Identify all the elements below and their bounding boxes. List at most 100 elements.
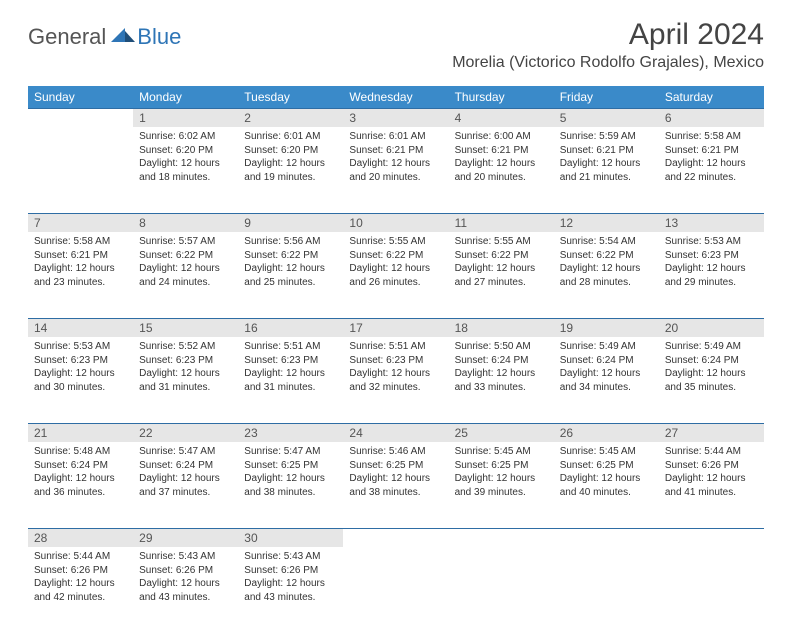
daylight-text: and 35 minutes. xyxy=(665,381,758,395)
sunrise-text: Sunrise: 5:59 AM xyxy=(560,130,653,144)
daylight-text: Daylight: 12 hours xyxy=(34,262,127,276)
daylight-text: Daylight: 12 hours xyxy=(560,472,653,486)
day-cell: Sunrise: 5:55 AMSunset: 6:22 PMDaylight:… xyxy=(343,232,448,318)
day-content: Sunrise: 5:53 AMSunset: 6:23 PMDaylight:… xyxy=(659,232,764,295)
day-number-cell: 26 xyxy=(554,423,659,442)
daylight-text: Daylight: 12 hours xyxy=(34,577,127,591)
day-content: Sunrise: 5:53 AMSunset: 6:23 PMDaylight:… xyxy=(28,337,133,400)
day-number: 15 xyxy=(133,318,238,337)
day-number-cell: 27 xyxy=(659,423,764,442)
sunrise-text: Sunrise: 5:55 AM xyxy=(349,235,442,249)
day-number-cell: 28 xyxy=(28,528,133,547)
day-number: 18 xyxy=(449,318,554,337)
day-number: 8 xyxy=(133,213,238,232)
day-number-empty xyxy=(554,528,659,547)
day-number: 27 xyxy=(659,423,764,442)
sunrise-text: Sunrise: 5:49 AM xyxy=(560,340,653,354)
sunset-text: Sunset: 6:21 PM xyxy=(349,144,442,158)
day-number-empty xyxy=(449,528,554,547)
weekday-header-row: Sunday Monday Tuesday Wednesday Thursday… xyxy=(28,86,764,108)
daylight-text: and 38 minutes. xyxy=(349,486,442,500)
day-cell: Sunrise: 6:01 AMSunset: 6:20 PMDaylight:… xyxy=(238,127,343,213)
sunset-text: Sunset: 6:26 PM xyxy=(244,564,337,578)
day-number: 21 xyxy=(28,423,133,442)
sunrise-text: Sunrise: 5:53 AM xyxy=(665,235,758,249)
daylight-text: and 29 minutes. xyxy=(665,276,758,290)
day-number: 10 xyxy=(343,213,448,232)
day-number: 24 xyxy=(343,423,448,442)
daylight-text: Daylight: 12 hours xyxy=(34,367,127,381)
day-cell xyxy=(554,547,659,633)
day-number-cell: 20 xyxy=(659,318,764,337)
daylight-text: Daylight: 12 hours xyxy=(349,262,442,276)
day-content: Sunrise: 6:01 AMSunset: 6:21 PMDaylight:… xyxy=(343,127,448,190)
day-content: Sunrise: 6:02 AMSunset: 6:20 PMDaylight:… xyxy=(133,127,238,190)
sunrise-text: Sunrise: 5:51 AM xyxy=(349,340,442,354)
daylight-text: Daylight: 12 hours xyxy=(139,262,232,276)
sunset-text: Sunset: 6:21 PM xyxy=(665,144,758,158)
sunset-text: Sunset: 6:20 PM xyxy=(139,144,232,158)
daylight-text: and 21 minutes. xyxy=(560,171,653,185)
sunrise-text: Sunrise: 5:43 AM xyxy=(244,550,337,564)
sunset-text: Sunset: 6:22 PM xyxy=(139,249,232,263)
day-number: 28 xyxy=(28,528,133,547)
weekday-header: Monday xyxy=(133,86,238,108)
day-cell: Sunrise: 5:52 AMSunset: 6:23 PMDaylight:… xyxy=(133,337,238,423)
sunset-text: Sunset: 6:25 PM xyxy=(455,459,548,473)
title-block: April 2024 Morelia (Victorico Rodolfo Gr… xyxy=(452,18,764,72)
daylight-text: Daylight: 12 hours xyxy=(349,157,442,171)
day-content: Sunrise: 5:44 AMSunset: 6:26 PMDaylight:… xyxy=(28,547,133,610)
daylight-text: and 19 minutes. xyxy=(244,171,337,185)
day-cell: Sunrise: 5:50 AMSunset: 6:24 PMDaylight:… xyxy=(449,337,554,423)
day-content: Sunrise: 6:00 AMSunset: 6:21 PMDaylight:… xyxy=(449,127,554,190)
sunset-text: Sunset: 6:25 PM xyxy=(244,459,337,473)
day-cell xyxy=(659,547,764,633)
sunset-text: Sunset: 6:22 PM xyxy=(455,249,548,263)
day-number: 16 xyxy=(238,318,343,337)
day-content: Sunrise: 6:01 AMSunset: 6:20 PMDaylight:… xyxy=(238,127,343,190)
day-content: Sunrise: 5:49 AMSunset: 6:24 PMDaylight:… xyxy=(659,337,764,400)
weekday-header: Wednesday xyxy=(343,86,448,108)
sunset-text: Sunset: 6:21 PM xyxy=(34,249,127,263)
daylight-text: and 43 minutes. xyxy=(139,591,232,605)
daylight-text: Daylight: 12 hours xyxy=(455,262,548,276)
day-number-cell: 18 xyxy=(449,318,554,337)
sunrise-text: Sunrise: 5:47 AM xyxy=(244,445,337,459)
day-content: Sunrise: 5:54 AMSunset: 6:22 PMDaylight:… xyxy=(554,232,659,295)
sunset-text: Sunset: 6:23 PM xyxy=(139,354,232,368)
daylight-text: Daylight: 12 hours xyxy=(244,577,337,591)
day-number-cell: 23 xyxy=(238,423,343,442)
day-number: 26 xyxy=(554,423,659,442)
day-number-cell: 10 xyxy=(343,213,448,232)
day-number-cell: 7 xyxy=(28,213,133,232)
day-number-cell: 29 xyxy=(133,528,238,547)
day-content: Sunrise: 5:47 AMSunset: 6:25 PMDaylight:… xyxy=(238,442,343,505)
day-number-empty xyxy=(28,108,133,127)
daylight-text: and 18 minutes. xyxy=(139,171,232,185)
day-cell: Sunrise: 5:45 AMSunset: 6:25 PMDaylight:… xyxy=(554,442,659,528)
day-content: Sunrise: 5:49 AMSunset: 6:24 PMDaylight:… xyxy=(554,337,659,400)
day-cell: Sunrise: 6:02 AMSunset: 6:20 PMDaylight:… xyxy=(133,127,238,213)
location-subtitle: Morelia (Victorico Rodolfo Grajales), Me… xyxy=(452,54,764,72)
day-content: Sunrise: 5:59 AMSunset: 6:21 PMDaylight:… xyxy=(554,127,659,190)
day-cell: Sunrise: 5:43 AMSunset: 6:26 PMDaylight:… xyxy=(238,547,343,633)
day-content: Sunrise: 5:52 AMSunset: 6:23 PMDaylight:… xyxy=(133,337,238,400)
daylight-text: and 23 minutes. xyxy=(34,276,127,290)
daynum-row: 78910111213 xyxy=(28,213,764,232)
day-number: 12 xyxy=(554,213,659,232)
day-cell: Sunrise: 5:47 AMSunset: 6:25 PMDaylight:… xyxy=(238,442,343,528)
day-cell: Sunrise: 5:57 AMSunset: 6:22 PMDaylight:… xyxy=(133,232,238,318)
sunset-text: Sunset: 6:26 PM xyxy=(34,564,127,578)
sunset-text: Sunset: 6:21 PM xyxy=(560,144,653,158)
day-number-cell: 14 xyxy=(28,318,133,337)
day-cell: Sunrise: 6:01 AMSunset: 6:21 PMDaylight:… xyxy=(343,127,448,213)
day-cell xyxy=(343,547,448,633)
sunrise-text: Sunrise: 5:43 AM xyxy=(139,550,232,564)
sunrise-text: Sunrise: 6:01 AM xyxy=(244,130,337,144)
daylight-text: and 20 minutes. xyxy=(349,171,442,185)
daylight-text: and 33 minutes. xyxy=(455,381,548,395)
daylight-text: Daylight: 12 hours xyxy=(34,472,127,486)
day-cell: Sunrise: 5:53 AMSunset: 6:23 PMDaylight:… xyxy=(28,337,133,423)
day-cell: Sunrise: 5:58 AMSunset: 6:21 PMDaylight:… xyxy=(28,232,133,318)
sunset-text: Sunset: 6:24 PM xyxy=(665,354,758,368)
